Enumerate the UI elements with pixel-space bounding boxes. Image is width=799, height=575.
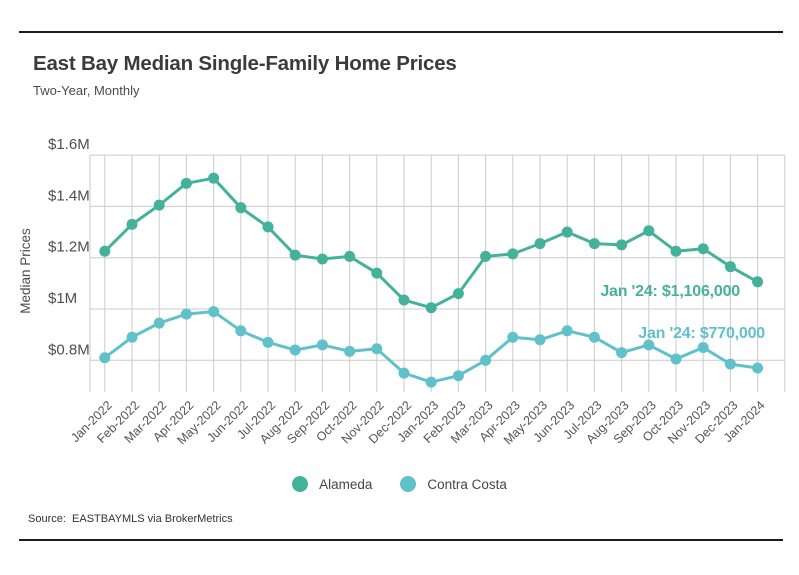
top-rule [19, 31, 783, 33]
data-point [153, 199, 165, 211]
bottom-rule [19, 539, 783, 541]
data-point [99, 245, 111, 257]
data-point [126, 331, 138, 343]
data-point [480, 354, 492, 366]
chart-header: East Bay Median Single-Family Home Price… [33, 52, 457, 98]
data-point [262, 336, 274, 348]
data-point [534, 238, 546, 250]
data-point [180, 177, 192, 189]
data-point [398, 294, 410, 306]
data-point [561, 325, 573, 337]
y-axis-tick-label: $0.8M [48, 341, 90, 358]
data-point [208, 306, 220, 318]
data-point [507, 331, 519, 343]
data-point [752, 362, 764, 374]
data-point [371, 267, 383, 279]
data-point [316, 339, 328, 351]
data-point [262, 221, 274, 233]
y-axis-tick-label: $1M [48, 290, 77, 307]
data-point [724, 358, 736, 370]
data-point [316, 253, 328, 265]
data-point [153, 317, 165, 329]
y-axis-tick-label: $1.6M [48, 136, 90, 153]
value-annotation: Jan '24: $770,000 [638, 325, 765, 342]
y-axis-tick-label: $1.2M [48, 239, 90, 256]
data-point [697, 341, 709, 353]
data-point [344, 345, 356, 357]
chart-legend: Alameda Contra Costa [0, 476, 799, 492]
data-point [588, 238, 600, 250]
data-point [371, 343, 383, 355]
data-point [425, 376, 437, 388]
data-point [398, 367, 410, 379]
data-point [235, 325, 247, 337]
data-point [289, 249, 301, 261]
data-point [452, 288, 464, 300]
data-point [643, 225, 655, 237]
legend-item-alameda[interactable]: Alameda [292, 476, 372, 492]
data-point [724, 261, 736, 273]
data-point [425, 302, 437, 314]
data-point [507, 248, 519, 260]
data-point [289, 344, 301, 356]
data-point [235, 202, 247, 214]
legend-item-contra-costa[interactable]: Contra Costa [400, 476, 507, 492]
data-point [616, 239, 628, 251]
data-point [752, 276, 764, 288]
contra-costa-series-dot-icon [400, 476, 417, 492]
y-axis-title: Median Prices [18, 228, 33, 314]
data-point [344, 250, 356, 262]
data-point [534, 334, 546, 346]
data-point [208, 172, 220, 184]
data-point [480, 250, 492, 262]
data-point [643, 339, 655, 351]
legend-label-contra-costa: Contra Costa [427, 476, 507, 492]
y-axis-tick-label: $1.4M [48, 187, 90, 204]
page-title: East Bay Median Single-Family Home Price… [33, 52, 457, 75]
page-subtitle: Two-Year, Monthly [33, 83, 140, 98]
data-point [616, 347, 628, 359]
data-point [452, 370, 464, 382]
value-annotation: Jan '24: $1,106,000 [600, 283, 740, 300]
data-point [588, 331, 600, 343]
data-point [561, 226, 573, 238]
data-point [180, 308, 192, 320]
legend-label-alameda: Alameda [319, 476, 373, 492]
alameda-series-dot-icon [292, 476, 309, 492]
data-point [670, 353, 682, 365]
data-point [99, 352, 111, 364]
source-credit: Source: EASTBAYMLS via BrokerMetrics [28, 513, 233, 525]
data-point [697, 243, 709, 255]
data-point [126, 218, 138, 230]
data-point [670, 245, 682, 257]
